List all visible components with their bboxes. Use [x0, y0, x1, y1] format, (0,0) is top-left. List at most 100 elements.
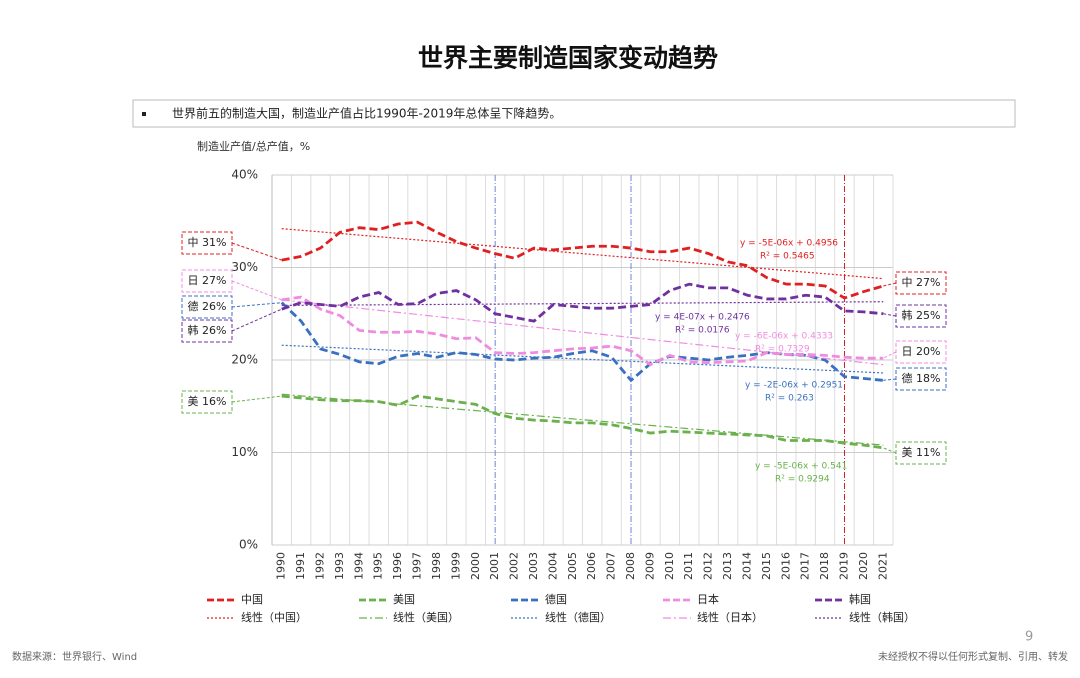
x-tick-label: 2007: [605, 552, 618, 580]
x-tick-label: 1999: [449, 552, 462, 580]
y-tick-label: 20%: [231, 353, 258, 367]
x-tick-label: 2002: [508, 552, 521, 580]
x-tick-label: 1996: [391, 552, 404, 580]
y-tick-label: 30%: [231, 260, 258, 274]
label-box: [895, 441, 947, 465]
series-end-label: 德 18%: [902, 371, 941, 385]
label-box: [895, 271, 947, 295]
trend-r2: R² = 0.7329: [755, 345, 810, 355]
bullet-box: [132, 99, 1016, 128]
label-connector: [231, 308, 282, 332]
x-tick-label: 2004: [546, 552, 559, 580]
label-connector: [231, 395, 282, 403]
trend-line: [281, 299, 884, 366]
series-end-label: 中 27%: [902, 276, 941, 289]
trend-equation: y = -6E-06x + 0.4333: [735, 332, 833, 342]
notice: 未经授权不得以任何形式复制、引用、转发: [878, 650, 1068, 663]
trend-line: [281, 228, 884, 280]
label-connector: [883, 282, 897, 287]
series-line: [281, 220, 884, 300]
legend-label: 中国: [241, 593, 263, 606]
x-tick-label: 2009: [643, 552, 656, 580]
label-box: [181, 231, 233, 255]
label-box: [895, 367, 947, 391]
legend-label: 线性（中国）: [241, 610, 307, 624]
trend-r2: R² = 0.0176: [675, 326, 730, 336]
series-end-label: 日 20%: [902, 345, 941, 358]
y-tick-label: 0%: [239, 538, 258, 552]
x-tick-label: 2003: [527, 552, 540, 580]
legend-label: 德国: [545, 592, 567, 606]
series-end-label: 韩 26%: [188, 323, 227, 337]
series-line: [281, 394, 884, 450]
series-line: [281, 295, 884, 367]
x-tick-label: 1990: [275, 552, 288, 580]
x-tick-label: 2016: [779, 552, 792, 580]
x-tick-label: 2014: [740, 552, 753, 580]
label-box: [181, 269, 233, 293]
series-end-label: 德 26%: [188, 299, 227, 313]
y-tick-label: 40%: [231, 168, 258, 182]
x-tick-label: 1992: [314, 552, 327, 580]
y-tick-label: 10%: [231, 445, 258, 459]
trend-line: [281, 301, 884, 307]
x-tick-label: 1991: [294, 552, 307, 580]
x-tick-label: 2008: [624, 552, 637, 580]
legend-label: 线性（德国）: [545, 610, 611, 624]
trend-equation: y = -5E-06x + 0.541: [755, 462, 847, 472]
x-tick-label: 2010: [663, 552, 676, 580]
label-connector: [883, 378, 897, 381]
legend-label: 线性（美国）: [393, 610, 459, 624]
label-connector: [883, 351, 897, 359]
page-number: 9: [1025, 630, 1033, 645]
slide-title: 世界主要制造国家变动趋势: [418, 44, 718, 73]
label-box: [181, 295, 233, 319]
x-tick-label: 2018: [818, 552, 831, 580]
series-line: [281, 282, 884, 323]
label-box: [181, 390, 233, 414]
series-end-label: 美 16%: [188, 395, 227, 408]
series-line: [280, 301, 884, 383]
x-tick-label: 2015: [760, 552, 773, 580]
trend-equation: y = -5E-06x + 0.4956: [740, 239, 838, 249]
label-connector: [231, 280, 282, 301]
source: 数据来源：世界银行、Wind: [12, 650, 137, 663]
x-tick-label: 2021: [876, 552, 889, 580]
x-tick-label: 1997: [411, 552, 424, 580]
x-tick-label: 2019: [837, 552, 850, 580]
label-box: [895, 340, 947, 364]
trend-equation: y = 4E-07x + 0.2476: [655, 313, 750, 323]
x-tick-label: 2006: [585, 552, 598, 580]
label-box: [895, 304, 947, 328]
x-tick-label: 2001: [488, 552, 501, 580]
label-connector: [883, 313, 897, 317]
bullet-dot: [142, 112, 146, 116]
bullet-text: 世界前五的制造大国，制造业产值占比1990年-2019年总体呈下降趋势。: [172, 106, 561, 121]
x-tick-label: 2013: [721, 552, 734, 580]
x-tick-label: 2005: [566, 552, 579, 580]
series-end-label: 中 31%: [188, 236, 227, 249]
series-end-label: 日 27%: [188, 274, 227, 287]
trend-r2: R² = 0.5465: [760, 252, 815, 262]
x-tick-label: 1998: [430, 552, 443, 580]
trend-r2: R² = 0.263: [765, 394, 814, 404]
x-tick-label: 2020: [857, 552, 870, 580]
legend-label: 线性（韩国）: [849, 610, 915, 624]
x-tick-label: 2000: [469, 552, 482, 580]
x-tick-label: 1994: [352, 552, 365, 580]
x-tick-label: 2012: [702, 552, 715, 580]
x-tick-label: 1993: [333, 552, 346, 580]
label-connector: [231, 242, 282, 261]
x-tick-label: 2011: [682, 552, 695, 580]
x-tick-label: 1995: [372, 552, 385, 580]
legend-label: 线性（日本）: [697, 610, 763, 624]
legend-label: 韩国: [849, 592, 871, 606]
trend-r2: R² = 0.9294: [775, 475, 830, 485]
y-axis-label: 制造业产值/总产值，%: [197, 139, 310, 153]
series-end-label: 美 11%: [902, 446, 941, 459]
legend-label: 日本: [697, 592, 719, 606]
label-box: [181, 319, 233, 343]
x-tick-label: 2017: [799, 552, 812, 580]
legend-label: 美国: [393, 593, 415, 606]
